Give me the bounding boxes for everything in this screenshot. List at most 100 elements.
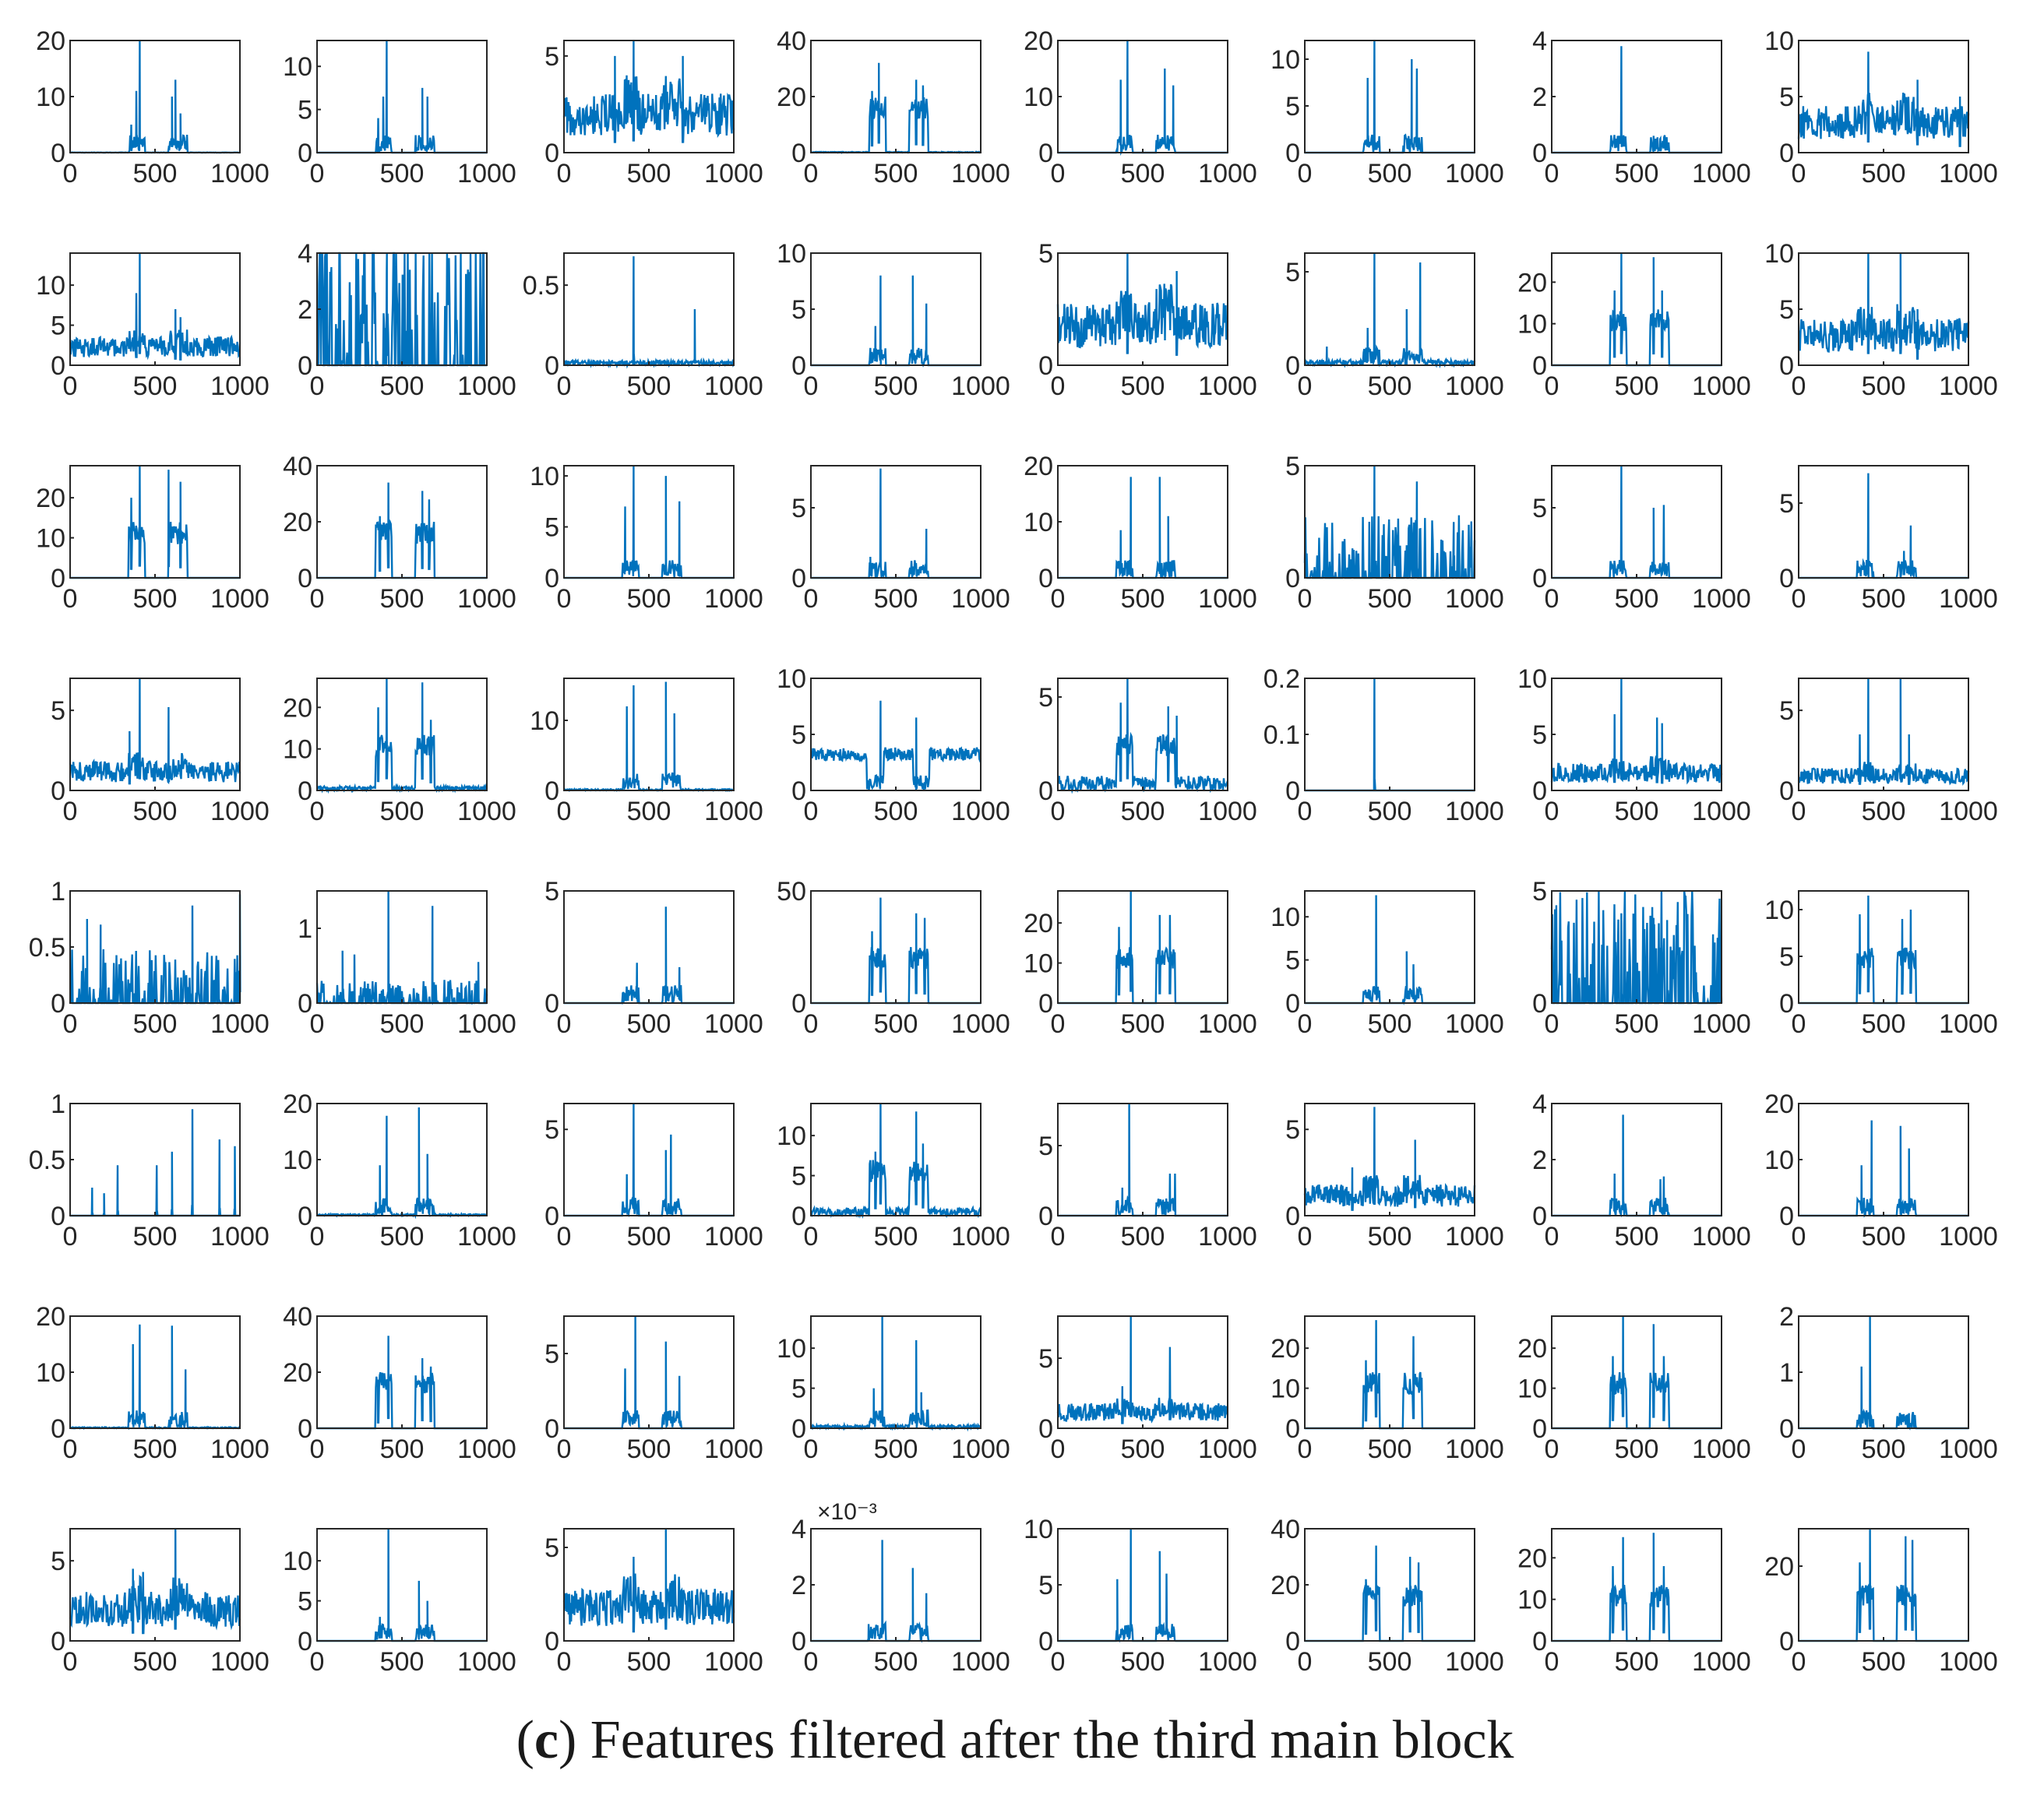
subplot-26: 0 500 1000 0 10 20: [283, 678, 516, 826]
subplot-14: 0 500 1000 0 5: [1285, 252, 1504, 401]
series-line: [1799, 1120, 1968, 1218]
x-tick-label: 500: [1368, 1009, 1412, 1039]
y-tick-label: 5: [1285, 1115, 1300, 1145]
series-line: [811, 1540, 981, 1643]
y-tick-label: 0: [1779, 139, 1794, 168]
y-tick-label: 20: [283, 693, 312, 723]
y-tick-label: 0: [1532, 776, 1547, 806]
series-line: [69, 894, 241, 1005]
x-tick-label: 500: [380, 584, 425, 614]
series-line: [1057, 678, 1229, 794]
y-tick-label: 0: [1038, 989, 1053, 1019]
y-tick-label: 5: [791, 295, 806, 325]
x-tick-label: 0: [804, 584, 819, 614]
x-tick-label: 1000: [1198, 1435, 1257, 1464]
y-tick-label: 10: [1024, 83, 1053, 112]
y-tick-label: 0: [791, 1414, 806, 1444]
y-tick-label: 10: [530, 706, 559, 736]
series-line: [810, 62, 982, 154]
x-tick-label: 0: [804, 1222, 819, 1251]
subplot-53: 0 500 1000 0 5: [1038, 1315, 1257, 1464]
axes-box: [69, 465, 241, 579]
x-tick-label: 0: [557, 1222, 572, 1251]
y-tick-label: 5: [1285, 946, 1300, 976]
y-tick-label: 0: [51, 351, 65, 381]
x-tick-label: 1000: [1445, 371, 1504, 401]
y-tick-label: 10: [1024, 949, 1053, 979]
x-tick-label: 1000: [457, 371, 516, 401]
series-line: [811, 275, 981, 368]
y-tick-label: 20: [36, 484, 65, 513]
y-tick-label: 0: [298, 351, 312, 381]
x-tick-label: 0: [1051, 797, 1066, 826]
axes-box: [1304, 40, 1475, 153]
x-tick-label: 1000: [1692, 584, 1751, 614]
series-line: [564, 906, 734, 1005]
series-line: [315, 678, 488, 794]
y-tick-label: 0: [1532, 351, 1547, 381]
axes-box: [316, 1103, 488, 1216]
x-tick-label: 500: [1121, 1435, 1165, 1464]
subplot-48: 0 500 1000 0 10 20: [1764, 1090, 1998, 1251]
y-tick-label: 10: [36, 83, 65, 112]
y-tick-label: 0: [791, 564, 806, 593]
x-tick-label: 0: [1051, 1222, 1066, 1251]
subplot-43: 0 500 1000 0 5: [545, 1103, 763, 1251]
x-tick-label: 500: [874, 1009, 918, 1039]
subplot-50: 0 500 1000 0 20 40: [283, 1302, 516, 1464]
x-tick-label: 500: [1121, 797, 1165, 826]
x-tick-label: 0: [63, 159, 78, 188]
axes-box: [1057, 40, 1228, 153]
x-tick-label: 500: [380, 1435, 425, 1464]
series-line: [1552, 465, 1722, 579]
axes-box: [1798, 465, 1969, 579]
x-tick-label: 0: [310, 159, 325, 188]
y-tick-label: 0: [1532, 139, 1547, 168]
x-tick-label: 0: [1051, 1647, 1066, 1677]
x-tick-label: 1000: [1198, 584, 1257, 614]
axes-box: [563, 1103, 735, 1216]
series-line: [69, 252, 241, 361]
y-tick-label: 5: [545, 1115, 559, 1145]
x-tick-label: 500: [874, 797, 918, 826]
subplot-21: 0 500 1000 0 10 20: [1024, 452, 1257, 614]
y-tick-label: 2: [298, 295, 312, 325]
x-tick-label: 1000: [1198, 159, 1257, 188]
x-tick-label: 500: [1862, 797, 1906, 826]
x-tick-label: 1000: [1198, 797, 1257, 826]
y-tick-label: 0: [545, 989, 559, 1019]
axes-box: [563, 1315, 735, 1429]
x-tick-label: 500: [1615, 797, 1659, 826]
x-tick-label: 500: [1862, 1435, 1906, 1464]
x-tick-label: 500: [1615, 584, 1659, 614]
x-tick-label: 1000: [1939, 1222, 1998, 1251]
x-tick-label: 1000: [951, 159, 1010, 188]
x-tick-label: 1000: [1939, 159, 1998, 188]
series-line: [317, 1336, 487, 1430]
figure-caption: (c) Features filtered after the third ma…: [0, 1709, 2030, 1772]
subplot-34: 0 500 1000 0 1: [298, 890, 516, 1039]
y-tick-label: 0: [298, 139, 312, 168]
series-line: [1799, 1528, 1968, 1642]
y-tick-label: 0: [1285, 989, 1300, 1019]
y-tick-label: 5: [545, 877, 559, 906]
x-tick-label: 0: [1545, 1222, 1560, 1251]
y-tick-label: 20: [283, 1358, 312, 1388]
x-tick-label: 500: [627, 159, 671, 188]
x-tick-label: 1000: [1445, 1647, 1504, 1677]
y-tick-label: 0: [1038, 776, 1053, 806]
y-tick-label: 0: [1038, 351, 1053, 381]
x-tick-label: 1000: [951, 371, 1010, 401]
y-tick-label: 10: [1024, 1515, 1053, 1544]
x-tick-label: 500: [133, 1435, 178, 1464]
x-tick-label: 0: [63, 1222, 78, 1251]
x-tick-label: 1000: [210, 371, 270, 401]
x-tick-label: 500: [1368, 1222, 1412, 1251]
x-tick-label: 500: [380, 797, 425, 826]
y-tick-label: 0: [51, 1627, 65, 1656]
x-tick-label: 0: [1298, 1009, 1313, 1039]
subplot-38: 0 500 1000 0 5 10: [1271, 890, 1504, 1039]
series-line: [1305, 678, 1475, 792]
x-tick-label: 0: [1298, 1222, 1313, 1251]
x-tick-label: 1000: [457, 159, 516, 188]
